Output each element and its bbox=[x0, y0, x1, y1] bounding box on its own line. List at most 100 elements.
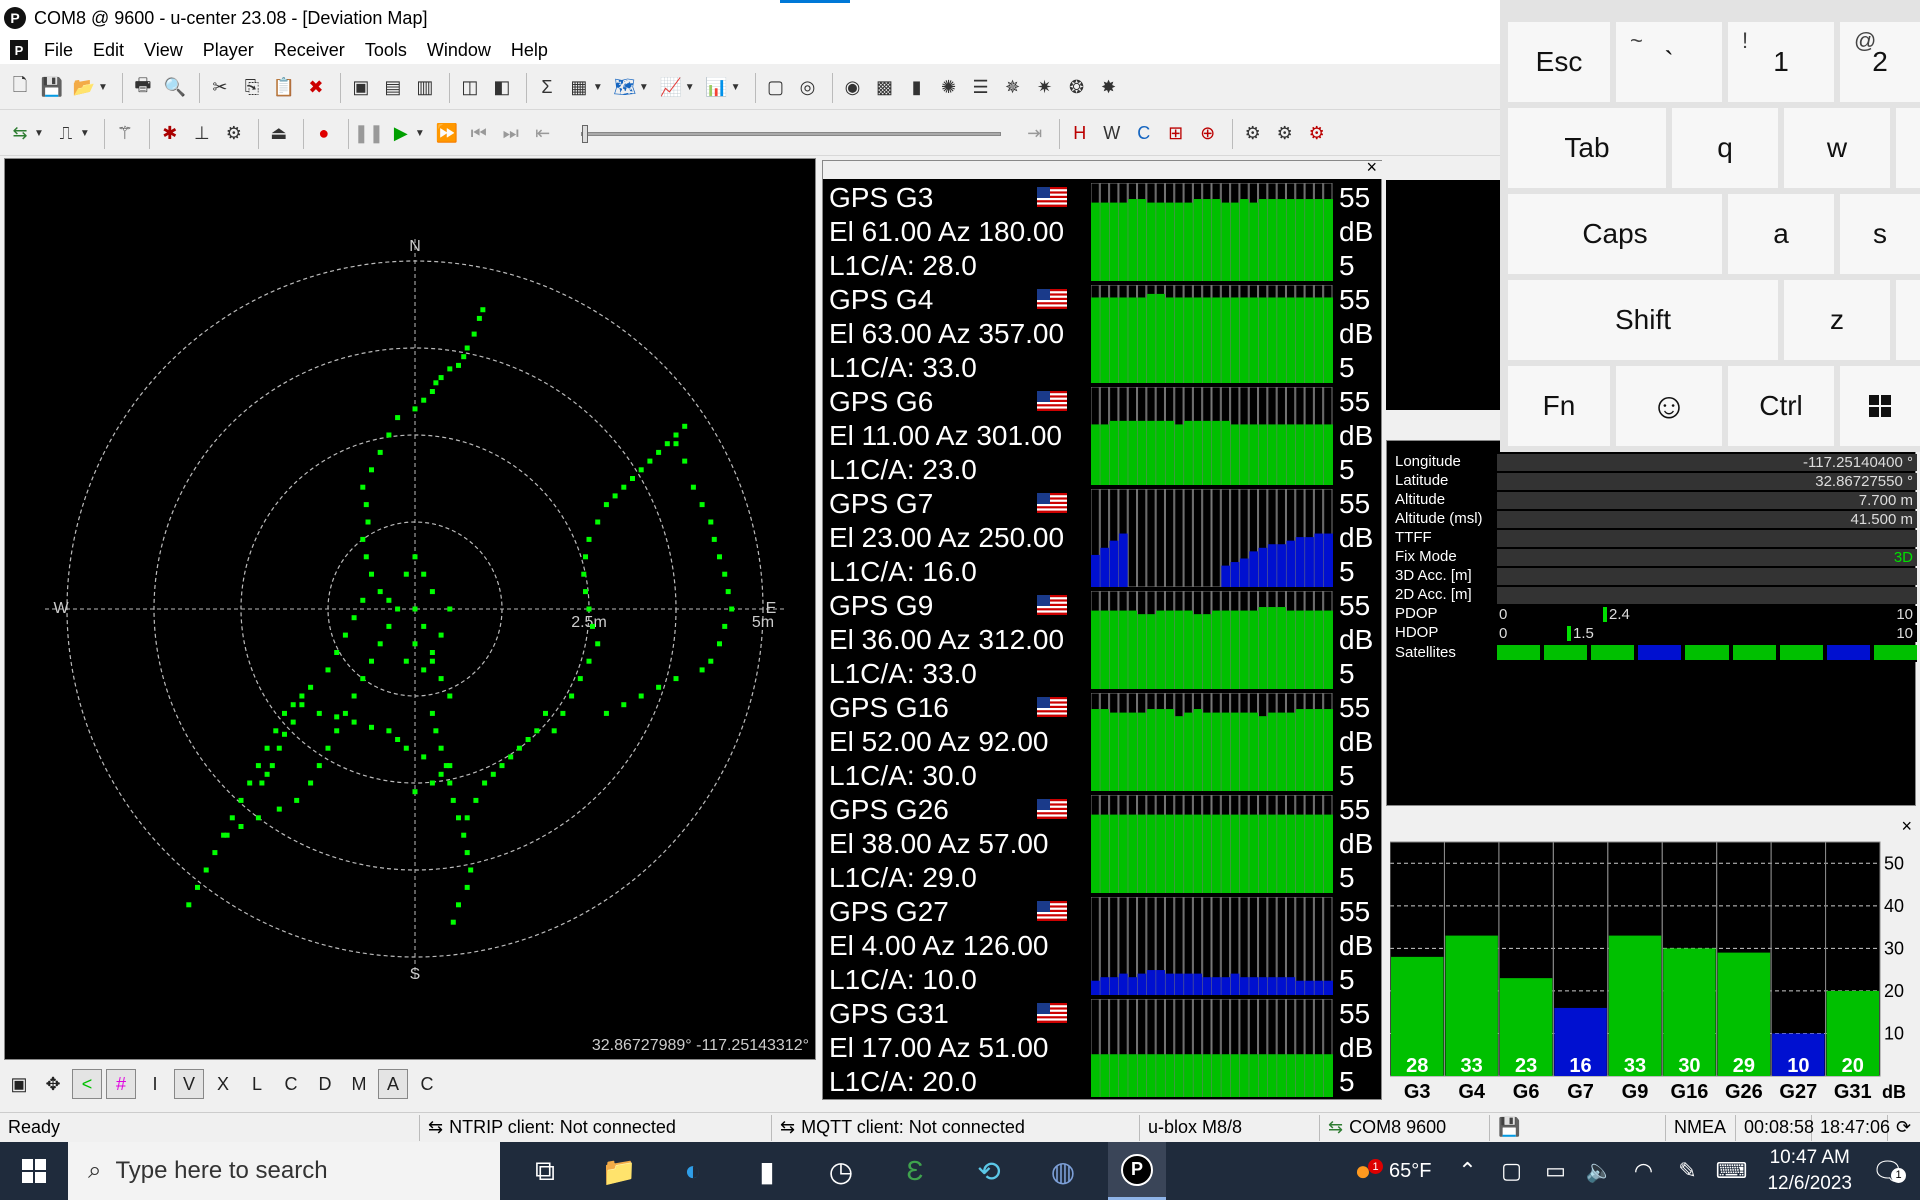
close-icon[interactable]: × bbox=[1901, 816, 1912, 836]
key-a[interactable]: a bbox=[1728, 194, 1834, 274]
key-esc[interactable]: Esc bbox=[1508, 22, 1610, 102]
deviation-map-icon[interactable]: ◉ bbox=[844, 77, 861, 97]
autobaud-wand-icon[interactable]: ⚚ bbox=[116, 123, 133, 143]
meet-now-icon[interactable]: ▢ bbox=[1501, 1158, 1522, 1183]
task-view-icon[interactable]: ⧉ bbox=[535, 1154, 555, 1186]
menu-help[interactable]: Help bbox=[510, 39, 548, 60]
menu-edit[interactable]: Edit bbox=[93, 39, 125, 60]
app-storage-icon[interactable]: ▮ bbox=[759, 1155, 775, 1187]
map-view-icon[interactable]: 🗺 bbox=[613, 77, 637, 97]
weather-icon[interactable]: ● 1 bbox=[1341, 1155, 1385, 1187]
map-mode-d-button[interactable]: D bbox=[318, 1073, 332, 1094]
app-sync-icon[interactable]: ⟲ bbox=[977, 1155, 1001, 1187]
key-ctrl[interactable]: Ctrl bbox=[1728, 366, 1834, 446]
play-dropdown-icon[interactable]: ▼ bbox=[414, 128, 425, 139]
system-clock[interactable]: 10:47 AM 12/6/2023 bbox=[1767, 1145, 1852, 1197]
cold-start-icon[interactable]: C bbox=[1137, 123, 1151, 143]
baudrate-dropdown-icon[interactable]: ▼ bbox=[79, 128, 90, 139]
rewind-to-start-icon[interactable]: ⇤ bbox=[535, 123, 551, 143]
menu-receiver[interactable]: Receiver bbox=[273, 39, 345, 60]
connection-icon[interactable]: ⇆ bbox=[12, 123, 28, 143]
battery-icon[interactable]: ▭ bbox=[1545, 1158, 1566, 1183]
docking-window-icon[interactable]: ◫ bbox=[461, 77, 479, 97]
config-add-icon[interactable]: ⊕ bbox=[1200, 123, 1216, 143]
gear-reset-icon[interactable]: ⚙ bbox=[1308, 123, 1325, 143]
baudrate-icon[interactable]: ⎍ bbox=[59, 123, 73, 143]
key-tilde[interactable]: ~ ` bbox=[1616, 22, 1722, 102]
statistics-icon[interactable]: Σ bbox=[541, 77, 553, 97]
record-icon[interactable]: ● bbox=[318, 123, 330, 143]
weather-temp[interactable]: 65°F bbox=[1389, 1159, 1432, 1182]
cno-history-icon[interactable]: ▮ bbox=[911, 77, 922, 97]
config-messages-icon[interactable]: ⊞ bbox=[1168, 123, 1184, 143]
table-view-icon[interactable]: ▦ bbox=[570, 77, 588, 97]
hot-start-icon[interactable]: H bbox=[1073, 123, 1087, 143]
key-1[interactable]: ! 1 bbox=[1728, 22, 1834, 102]
print-icon[interactable]: 🖶 bbox=[134, 74, 152, 95]
step-forward-icon[interactable]: ⏭ bbox=[502, 123, 519, 143]
cut-icon[interactable]: ✂ bbox=[212, 77, 228, 97]
map-mode-c-button[interactable]: C bbox=[284, 1073, 298, 1094]
view-packet-icon[interactable]: ▥ bbox=[416, 77, 434, 97]
playback-slider-thumb[interactable] bbox=[581, 124, 588, 143]
view-messages-icon[interactable]: ▤ bbox=[384, 77, 402, 97]
pause-icon[interactable]: ❚❚ bbox=[353, 123, 384, 143]
camera-view-icon[interactable]: ▢ bbox=[767, 77, 785, 97]
print-preview-icon[interactable]: 🔍 bbox=[163, 77, 187, 97]
copy-icon[interactable]: ⎘ bbox=[244, 77, 260, 97]
connection-dropdown-icon[interactable]: ▼ bbox=[34, 128, 44, 139]
map-dropdown-icon[interactable]: ▼ bbox=[638, 82, 649, 93]
notification-center-icon[interactable]: 🗨 1 bbox=[1871, 1155, 1906, 1186]
fast-forward-icon[interactable]: ⏩ bbox=[435, 123, 458, 143]
key-z[interactable]: z bbox=[1784, 280, 1890, 360]
histogram-dropdown-icon[interactable]: ▼ bbox=[730, 82, 741, 93]
key-tab[interactable]: Tab bbox=[1508, 108, 1666, 188]
app-logo-e-icon[interactable]: Ɛ bbox=[906, 1155, 924, 1186]
gear-save-icon[interactable]: ⚙ bbox=[1244, 123, 1261, 143]
pen-icon[interactable]: ✎ bbox=[1678, 1158, 1697, 1183]
ntrip-status[interactable]: ⇆ NTRIP client: Not connected bbox=[420, 1114, 772, 1141]
windows-key-icon[interactable] bbox=[1840, 366, 1920, 446]
file-explorer-icon[interactable]: 📁 bbox=[601, 1155, 637, 1187]
table-dropdown-icon[interactable]: ▼ bbox=[592, 82, 603, 93]
taskbar-search-box[interactable]: ⌕ Type here to search bbox=[68, 1142, 500, 1200]
menu-player[interactable]: Player bbox=[202, 39, 254, 60]
view-config-icon[interactable]: ▣ bbox=[352, 77, 370, 97]
open-folder-icon[interactable]: 📂 bbox=[72, 77, 96, 97]
map-mode-a-button[interactable]: A bbox=[378, 1069, 408, 1099]
receiver-connect-icon[interactable]: ⊥ bbox=[193, 123, 210, 143]
map-track-icon[interactable]: < bbox=[72, 1069, 102, 1099]
menu-window[interactable]: Window bbox=[426, 39, 491, 60]
data-view-icon[interactable]: ☰ bbox=[972, 77, 989, 97]
mqtt-status[interactable]: ⇆ MQTT client: Not connected bbox=[772, 1114, 1140, 1141]
clear-icon[interactable]: ✖ bbox=[308, 77, 324, 97]
histogram-view-icon[interactable]: 📊 bbox=[705, 77, 728, 97]
show-hidden-icons-chevron-icon[interactable]: ⌃ bbox=[1458, 1158, 1477, 1183]
key-shift[interactable]: Shift bbox=[1508, 280, 1778, 360]
key-2[interactable]: @2 bbox=[1840, 22, 1920, 102]
sky-plot-icon[interactable]: ✺ bbox=[940, 77, 957, 97]
map-mode-c2-button[interactable]: C bbox=[420, 1073, 434, 1094]
key-caps[interactable]: Caps bbox=[1508, 194, 1722, 274]
wifi-icon[interactable]: ◠ bbox=[1633, 1158, 1654, 1183]
map-grid-icon[interactable]: # bbox=[106, 1069, 136, 1099]
emoji-icon[interactable]: ☺ bbox=[1616, 366, 1722, 446]
document-logo-icon[interactable]: P bbox=[10, 40, 28, 60]
new-file-icon[interactable]: 🗋 bbox=[12, 74, 28, 95]
save-icon[interactable]: 💾 bbox=[40, 77, 64, 97]
docking-split-icon[interactable]: ◧ bbox=[493, 77, 511, 97]
gear-load-icon[interactable]: ⚙ bbox=[1276, 123, 1293, 143]
log-file-icon[interactable]: 💾 bbox=[1490, 1114, 1666, 1141]
key-s[interactable]: s bbox=[1840, 194, 1920, 274]
spectrum-icon[interactable]: ✷ bbox=[1036, 77, 1053, 97]
playback-slider[interactable] bbox=[580, 124, 1001, 143]
receiver-settings-icon[interactable]: ⚙ bbox=[225, 123, 242, 143]
satellite-level-icon[interactable]: ▩ bbox=[876, 77, 894, 97]
menu-file[interactable]: File bbox=[44, 39, 74, 60]
edge-browser-icon[interactable]: ◐ bbox=[684, 1155, 702, 1186]
touch-keyboard-icon[interactable]: ⌨ bbox=[1715, 1158, 1748, 1183]
open-dropdown-icon[interactable]: ▼ bbox=[98, 82, 108, 93]
volume-icon[interactable]: 🔈 bbox=[1585, 1158, 1614, 1183]
chart-view-icon[interactable]: 📈 bbox=[659, 77, 682, 97]
sky-view-icon[interactable]: ◎ bbox=[799, 77, 816, 97]
